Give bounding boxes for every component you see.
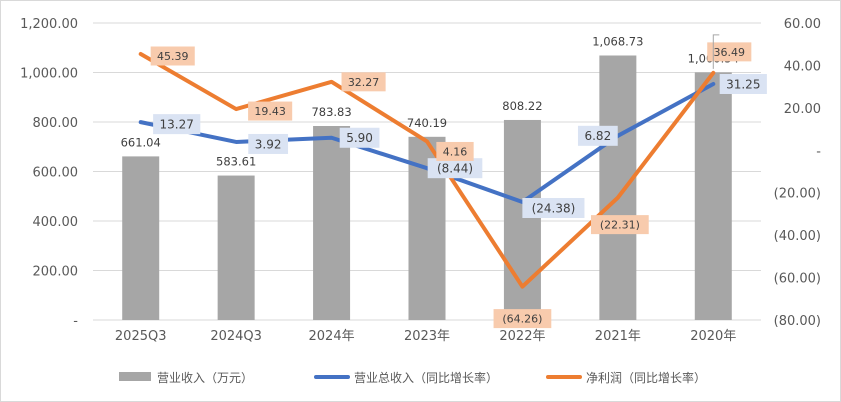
category-label: 2025Q3	[115, 329, 167, 344]
revenue-growth-label-box	[339, 127, 380, 148]
category-label: 2020年	[690, 329, 736, 344]
net-profit-growth-label: 4.16	[443, 145, 468, 158]
revenue-bar	[503, 119, 541, 321]
revenue-growth-label: 6.82	[584, 129, 611, 143]
net-profit-growth-label-box	[248, 101, 293, 121]
revenue-growth-label-box	[248, 133, 289, 154]
revenue-growth-label: (24.38)	[532, 201, 576, 215]
net-profit-growth-label-box	[150, 46, 195, 66]
revenue-growth-label-box	[153, 114, 201, 135]
right-axis-tick-label: (60.00)	[774, 272, 821, 287]
revenue-growth-label: 31.25	[726, 77, 760, 91]
revenue-bar	[694, 72, 732, 320]
left-axis-tick-label: -	[73, 314, 78, 329]
category-label: 2024Q3	[210, 329, 262, 344]
revenue-bar-value-label: 661.04	[121, 135, 161, 149]
legend-swatch-bar	[119, 372, 151, 381]
revenue-growth-label-box	[577, 125, 618, 146]
revenue-growth-label-box	[522, 198, 585, 219]
net-profit-growth-label-box	[707, 42, 752, 62]
left-axis-tick-labels: - 200.00 400.00 600.00 800.00 1,000.00 1,200.0…	[20, 17, 78, 329]
right-axis-tick-label: 60.00	[784, 17, 821, 32]
left-axis-tick-label: 400.00	[33, 215, 79, 230]
right-axis-tick-label: (80.00)	[774, 314, 821, 329]
revenue-bar	[122, 156, 160, 320]
net-profit-label-leader	[712, 34, 720, 69]
revenue-bar-value-label: 583.61	[216, 155, 256, 169]
net-profit-growth-label: 36.49	[714, 46, 746, 59]
category-label: 2022年	[499, 329, 545, 344]
growth-line-labels: 13.27 3.92 5.90 (8.44) (24.38) 6.82 31.25 45.39…	[150, 34, 767, 329]
growth-lines	[138, 51, 716, 289]
net-profit-growth-label-box	[341, 72, 386, 92]
right-axis-tick-label: (40.00)	[774, 229, 821, 244]
net-profit-growth-label-box	[590, 215, 649, 235]
revenue-bar	[599, 55, 637, 321]
revenue-bar-value-label: 808.22	[502, 99, 542, 113]
net-profit-growth-label: 45.39	[157, 50, 189, 63]
revenue-bar	[313, 126, 351, 320]
right-axis-tick-label: 20.00	[784, 102, 821, 117]
legend-label: 营业收入（万元）	[157, 371, 253, 385]
revenue-growth-line	[138, 81, 716, 205]
net-profit-growth-label: (64.26)	[502, 313, 542, 326]
left-axis-tick-label: 600.00	[33, 166, 79, 181]
net-profit-growth-label: (22.31)	[600, 219, 640, 232]
revenue-growth-label: 13.27	[160, 117, 194, 131]
right-axis-tick-labels: 60.00 40.00 20.00 - (20.00) (40.00) (60.00) (80…	[774, 17, 822, 329]
legend-label: 营业总收入（同比增长率）	[354, 370, 498, 385]
category-label: 2023年	[404, 329, 450, 344]
left-axis-tick-label: 1,000.00	[20, 67, 78, 82]
category-label: 2021年	[595, 329, 641, 344]
left-axis-tick-label: 800.00	[33, 116, 79, 131]
revenue-growth-label: 5.90	[346, 131, 373, 145]
right-axis-tick-label: (20.00)	[774, 187, 821, 202]
legend: 营业收入（万元） 营业总收入（同比增长率） 净利润（同比增长率）	[119, 370, 706, 385]
net-profit-growth-line	[138, 51, 716, 289]
right-axis-tick-label: -	[816, 144, 821, 159]
net-profit-growth-label-box	[493, 309, 552, 329]
revenue-bar-value-label: 783.83	[311, 105, 351, 119]
category-label: 2024年	[309, 329, 355, 344]
revenue-growth-label: (8.44)	[437, 162, 473, 176]
net-profit-growth-label: 19.43	[254, 105, 286, 118]
revenue-bar-value-label: 1,068.73	[592, 34, 643, 48]
net-profit-growth-label: 32.27	[348, 76, 380, 89]
revenue-growth-label: 3.92	[255, 137, 282, 151]
left-axis-tick-label: 200.00	[33, 265, 79, 280]
revenue-bars	[122, 55, 732, 321]
legend-label: 净利润（同比增长率）	[586, 370, 706, 385]
left-axis-tick-label: 1,200.00	[20, 17, 78, 32]
revenue-bar	[217, 175, 255, 320]
revenue-growth-label-box	[719, 73, 767, 94]
net-profit-growth-label-box	[436, 141, 474, 161]
right-axis-tick-label: 40.00	[784, 59, 821, 74]
revenue-growth-label-box	[427, 158, 483, 179]
category-labels: 2025Q3 2024Q3 2024年 2023年 2022年 2021年 2020年	[115, 329, 736, 344]
revenue-bar-value-label: 740.19	[407, 116, 447, 130]
